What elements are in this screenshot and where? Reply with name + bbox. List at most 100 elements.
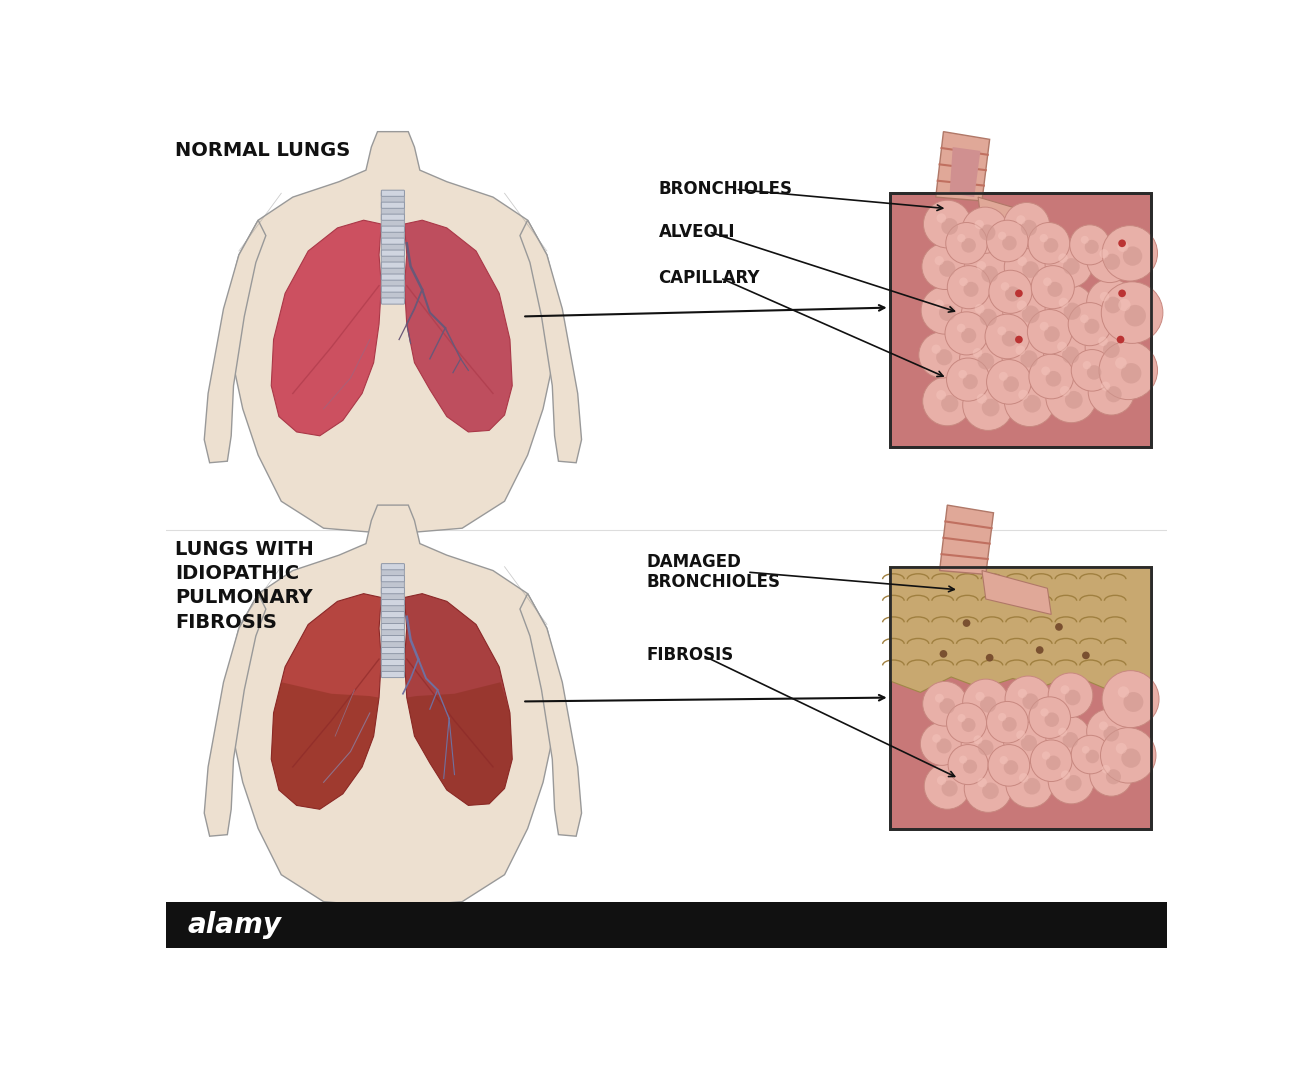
- Circle shape: [1115, 357, 1127, 368]
- Circle shape: [1020, 735, 1037, 751]
- Circle shape: [932, 734, 941, 742]
- Circle shape: [1118, 240, 1126, 247]
- Circle shape: [957, 234, 966, 242]
- Polygon shape: [404, 220, 512, 432]
- Circle shape: [946, 223, 987, 264]
- Circle shape: [936, 349, 953, 365]
- Circle shape: [1000, 756, 1008, 765]
- Circle shape: [1106, 769, 1121, 784]
- Circle shape: [1031, 740, 1072, 782]
- Polygon shape: [204, 220, 266, 463]
- Circle shape: [982, 398, 1000, 416]
- Circle shape: [1001, 282, 1009, 291]
- Circle shape: [976, 394, 987, 404]
- Circle shape: [1028, 697, 1070, 738]
- Circle shape: [1006, 760, 1053, 807]
- Circle shape: [963, 759, 978, 773]
- Circle shape: [940, 650, 948, 658]
- Circle shape: [987, 360, 1031, 405]
- Circle shape: [935, 693, 944, 703]
- Circle shape: [919, 332, 965, 378]
- Circle shape: [1118, 299, 1131, 311]
- Polygon shape: [940, 505, 993, 574]
- Circle shape: [1005, 676, 1052, 722]
- Circle shape: [997, 326, 1006, 335]
- FancyBboxPatch shape: [381, 250, 404, 257]
- Circle shape: [1022, 693, 1039, 709]
- Circle shape: [1046, 372, 1097, 423]
- Circle shape: [1101, 765, 1110, 773]
- Circle shape: [1102, 341, 1119, 358]
- Circle shape: [1086, 324, 1132, 371]
- Circle shape: [998, 372, 1008, 381]
- Circle shape: [962, 718, 975, 732]
- Circle shape: [1065, 690, 1080, 705]
- Circle shape: [998, 712, 1006, 721]
- Circle shape: [998, 231, 1006, 240]
- Circle shape: [972, 348, 983, 358]
- Circle shape: [1101, 282, 1164, 343]
- Circle shape: [1043, 278, 1052, 286]
- Circle shape: [1028, 355, 1074, 398]
- Circle shape: [957, 324, 966, 332]
- Circle shape: [1040, 234, 1048, 242]
- FancyBboxPatch shape: [381, 659, 404, 666]
- Circle shape: [963, 679, 1009, 725]
- Circle shape: [1004, 760, 1018, 774]
- Circle shape: [1065, 391, 1083, 409]
- Circle shape: [932, 345, 941, 354]
- FancyBboxPatch shape: [381, 226, 404, 232]
- Circle shape: [1089, 753, 1132, 797]
- Circle shape: [988, 744, 1030, 786]
- Circle shape: [1082, 652, 1089, 659]
- Circle shape: [963, 619, 970, 627]
- Polygon shape: [936, 132, 989, 201]
- Circle shape: [1105, 297, 1122, 313]
- Circle shape: [958, 714, 966, 722]
- Circle shape: [1004, 376, 1019, 392]
- Circle shape: [1040, 708, 1049, 717]
- Circle shape: [941, 218, 958, 234]
- FancyBboxPatch shape: [381, 274, 404, 280]
- Circle shape: [1058, 297, 1069, 308]
- Circle shape: [980, 309, 997, 326]
- Circle shape: [975, 692, 984, 701]
- Circle shape: [948, 265, 991, 309]
- Circle shape: [1045, 371, 1061, 387]
- FancyBboxPatch shape: [381, 298, 404, 305]
- Circle shape: [1069, 302, 1112, 346]
- Circle shape: [1046, 716, 1091, 760]
- Text: CAPILLARY: CAPILLARY: [659, 269, 760, 286]
- Circle shape: [1098, 341, 1157, 399]
- Circle shape: [1005, 286, 1020, 301]
- Circle shape: [979, 225, 996, 241]
- Circle shape: [1087, 236, 1132, 282]
- Circle shape: [985, 654, 993, 661]
- Circle shape: [1118, 686, 1130, 698]
- Circle shape: [1062, 732, 1078, 748]
- Circle shape: [974, 735, 983, 744]
- Circle shape: [1104, 726, 1119, 741]
- Circle shape: [1102, 671, 1160, 727]
- FancyBboxPatch shape: [381, 588, 404, 593]
- Circle shape: [963, 379, 1014, 430]
- Circle shape: [1045, 284, 1095, 333]
- FancyBboxPatch shape: [381, 575, 404, 581]
- Circle shape: [1005, 376, 1056, 427]
- Circle shape: [935, 256, 944, 265]
- Circle shape: [941, 395, 958, 412]
- Polygon shape: [949, 147, 980, 197]
- Bar: [889, 567, 1152, 829]
- Text: LUNGS WITH
IDIOPATHIC
PULMONARY
FIBROSIS: LUNGS WITH IDIOPATHIC PULMONARY FIBROSIS: [176, 540, 313, 632]
- Circle shape: [1087, 709, 1131, 754]
- Circle shape: [982, 266, 998, 282]
- Circle shape: [1070, 225, 1110, 265]
- Circle shape: [948, 744, 988, 785]
- Circle shape: [946, 703, 987, 743]
- Circle shape: [958, 370, 967, 378]
- Circle shape: [1084, 318, 1100, 333]
- Circle shape: [1040, 322, 1049, 331]
- Polygon shape: [204, 593, 266, 836]
- Circle shape: [963, 248, 1011, 296]
- FancyBboxPatch shape: [381, 623, 404, 629]
